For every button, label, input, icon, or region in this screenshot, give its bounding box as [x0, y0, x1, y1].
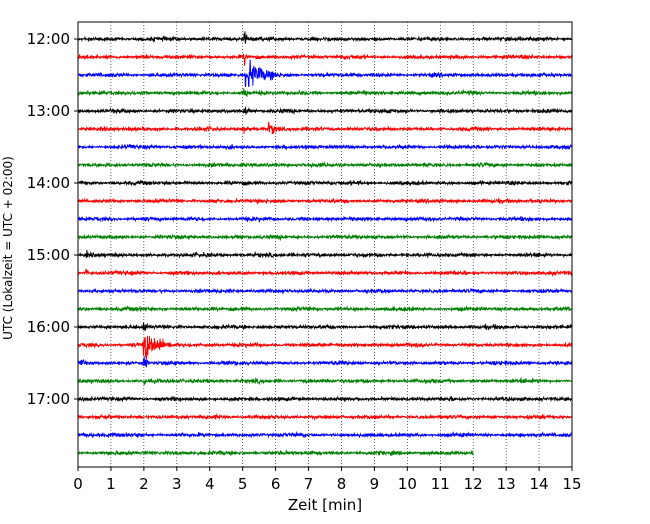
x-tick-label: 6	[271, 475, 281, 493]
x-tick-label: 1	[106, 475, 116, 493]
trace-line	[77, 121, 573, 135]
trace-line	[77, 249, 573, 259]
trace-line	[77, 196, 573, 206]
x-tick-label: 4	[205, 475, 215, 493]
trace-line	[77, 143, 573, 151]
trace-line	[77, 430, 573, 439]
trace-line	[77, 53, 573, 66]
x-tick-label: 12	[464, 475, 483, 493]
trace-line	[77, 161, 573, 169]
trace-line	[77, 412, 573, 421]
x-tick-label: 11	[431, 475, 450, 493]
trace-line	[77, 356, 573, 368]
trace-line	[77, 377, 573, 386]
trace-line	[77, 88, 573, 98]
trace-line	[77, 305, 573, 313]
x-tick-label: 5	[238, 475, 248, 493]
x-tick-label: 3	[172, 475, 182, 493]
x-axis-label: Zeit [min]	[288, 496, 362, 514]
y-tick-label: 15:00	[27, 246, 70, 264]
trace-line	[77, 448, 474, 457]
x-tick-label: 13	[497, 475, 516, 493]
x-tick-label: 2	[139, 475, 149, 493]
y-tick-label: 14:00	[27, 174, 70, 192]
trace-line	[77, 179, 573, 187]
x-tick-label: 8	[337, 475, 347, 493]
grid-lines	[110, 22, 540, 467]
x-tick-label: 0	[73, 475, 83, 493]
trace-line	[77, 233, 573, 242]
axes	[77, 21, 573, 468]
x-tick-label: 14	[530, 475, 549, 493]
y-tick-label: 12:00	[27, 30, 70, 48]
trace-line	[77, 215, 573, 223]
x-tick-label: 15	[562, 475, 581, 493]
trace-line	[77, 59, 573, 88]
trace-line	[77, 31, 573, 44]
y-ticks: 12:00 13:00 14:00 15:00 16:00 17:00	[27, 30, 78, 408]
x-tick-label: 7	[304, 475, 314, 493]
y-tick-label: 16:00	[27, 318, 70, 336]
trace-line	[77, 268, 573, 278]
x-tick-label: 10	[398, 475, 417, 493]
plot-frame	[77, 21, 573, 468]
trace-line	[77, 335, 573, 360]
trace-line	[77, 287, 573, 295]
trace-line	[77, 106, 573, 115]
trace-line	[77, 395, 573, 403]
x-ticks: 0 1 2 3 4 5 6 7 8 9 10 11 12 13 14 15	[73, 467, 582, 493]
y-tick-label: 13:00	[27, 102, 70, 120]
y-tick-label: 17:00	[27, 390, 70, 408]
x-tick-label: 9	[370, 475, 380, 493]
trace-line	[77, 322, 573, 331]
trace-group	[77, 31, 573, 457]
y-axis-label: UTC (Lokalzeit = UTC + 02:00)	[1, 156, 15, 340]
